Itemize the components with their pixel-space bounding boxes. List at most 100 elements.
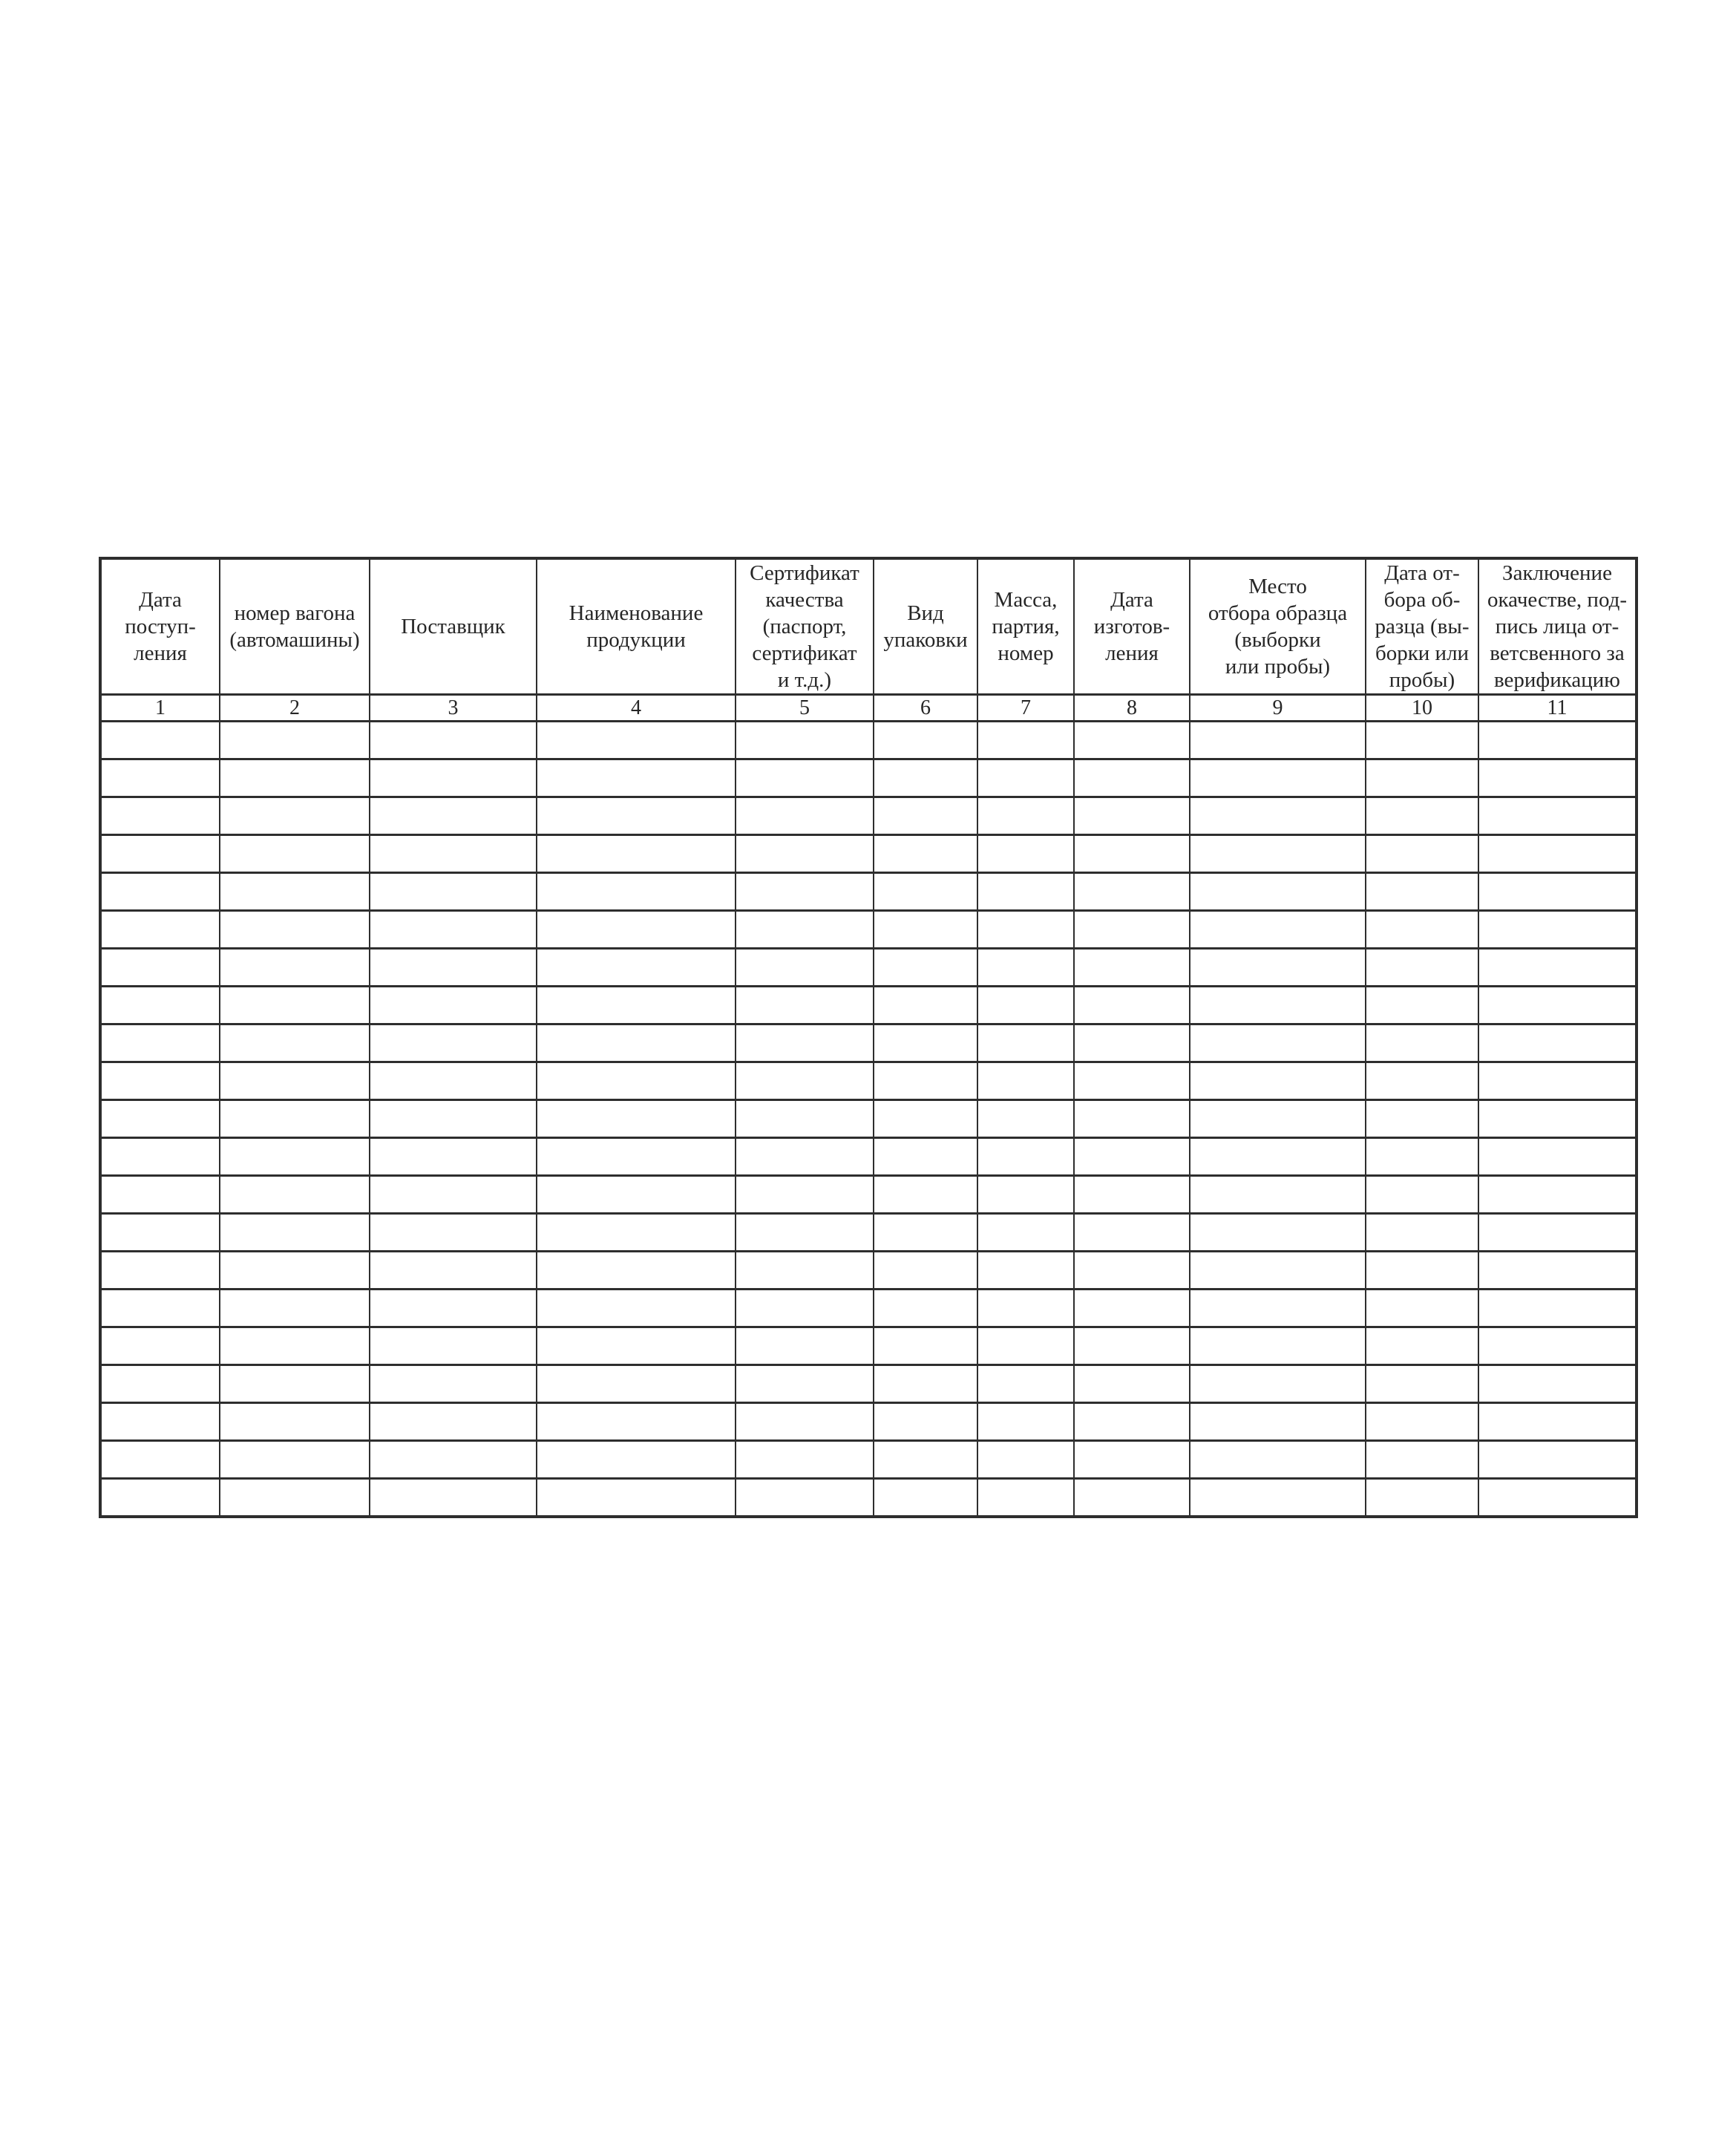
empty-cell-product-name — [536, 758, 736, 798]
empty-cell-wagon-number — [219, 1477, 370, 1517]
column-number-8: 8 — [1073, 693, 1190, 722]
empty-cell-product-name — [536, 834, 736, 874]
empty-cell-manufacture-date — [1073, 1288, 1190, 1328]
empty-cell-quality-conclusion — [1478, 1364, 1637, 1404]
empty-cell-quality-conclusion — [1478, 1137, 1637, 1177]
empty-row — [99, 1364, 1637, 1404]
empty-cell-quality-certificate — [735, 947, 874, 987]
header-supplier: Поставщик — [369, 557, 537, 696]
empty-cell-quality-certificate — [735, 1326, 874, 1366]
empty-cell-sampling-place — [1189, 1099, 1366, 1139]
empty-cell-product-name — [536, 1250, 736, 1290]
empty-cell-product-name — [536, 985, 736, 1025]
empty-cell-sampling-date — [1365, 1364, 1479, 1404]
empty-cell-packaging-type — [873, 1402, 978, 1442]
empty-cell-product-name — [536, 1023, 736, 1063]
empty-row — [99, 834, 1637, 874]
empty-cell-sampling-place — [1189, 947, 1366, 987]
empty-cell-packaging-type — [873, 1023, 978, 1063]
empty-cell-quality-certificate — [735, 985, 874, 1025]
empty-cell-receipt-date — [99, 1477, 220, 1517]
empty-cell-sampling-place — [1189, 1212, 1366, 1252]
empty-cell-manufacture-date — [1073, 872, 1190, 912]
empty-row — [99, 1250, 1637, 1290]
empty-cell-supplier — [369, 1023, 537, 1063]
empty-cell-sampling-place — [1189, 834, 1366, 874]
empty-cell-receipt-date — [99, 1364, 220, 1404]
empty-cell-quality-conclusion — [1478, 758, 1637, 798]
empty-cell-sampling-place — [1189, 1326, 1366, 1366]
empty-cell-product-name — [536, 1174, 736, 1215]
empty-cell-sampling-place — [1189, 796, 1366, 836]
empty-cell-supplier — [369, 1477, 537, 1517]
empty-cell-sampling-place — [1189, 1288, 1366, 1328]
empty-cell-packaging-type — [873, 1364, 978, 1404]
empty-cell-manufacture-date — [1073, 758, 1190, 798]
empty-cell-manufacture-date — [1073, 1439, 1190, 1480]
empty-cell-sampling-date — [1365, 796, 1479, 836]
empty-cell-quality-conclusion — [1478, 834, 1637, 874]
empty-cell-manufacture-date — [1073, 1402, 1190, 1442]
column-number-3: 3 — [369, 693, 537, 722]
empty-cell-mass-batch-number — [977, 1174, 1075, 1215]
empty-cell-sampling-date — [1365, 834, 1479, 874]
empty-cell-sampling-date — [1365, 1099, 1479, 1139]
empty-cell-manufacture-date — [1073, 1250, 1190, 1290]
empty-cell-packaging-type — [873, 1212, 978, 1252]
empty-cell-sampling-date — [1365, 1402, 1479, 1442]
empty-cell-supplier — [369, 1137, 537, 1177]
empty-cell-receipt-date — [99, 909, 220, 950]
empty-cell-receipt-date — [99, 1174, 220, 1215]
empty-cell-quality-certificate — [735, 909, 874, 950]
empty-cell-supplier — [369, 1212, 537, 1252]
empty-cell-manufacture-date — [1073, 834, 1190, 874]
empty-cell-mass-batch-number — [977, 1439, 1075, 1480]
empty-cell-receipt-date — [99, 758, 220, 798]
empty-cell-receipt-date — [99, 1099, 220, 1139]
empty-cell-supplier — [369, 1439, 537, 1480]
empty-cell-packaging-type — [873, 834, 978, 874]
empty-row — [99, 1439, 1637, 1480]
empty-row — [99, 1099, 1637, 1139]
empty-cell-quality-certificate — [735, 834, 874, 874]
empty-cell-quality-conclusion — [1478, 1439, 1637, 1480]
empty-cell-quality-certificate — [735, 1288, 874, 1328]
empty-cell-sampling-place — [1189, 1364, 1366, 1404]
empty-cell-quality-certificate — [735, 1061, 874, 1101]
empty-cell-sampling-date — [1365, 758, 1479, 798]
empty-cell-mass-batch-number — [977, 1061, 1075, 1101]
empty-cell-supplier — [369, 1364, 537, 1404]
empty-cell-sampling-place — [1189, 1061, 1366, 1101]
empty-cell-sampling-place — [1189, 909, 1366, 950]
empty-cell-quality-conclusion — [1478, 1099, 1637, 1139]
empty-cell-quality-certificate — [735, 872, 874, 912]
empty-cell-quality-conclusion — [1478, 1250, 1637, 1290]
empty-cell-wagon-number — [219, 758, 370, 798]
empty-cell-wagon-number — [219, 1402, 370, 1442]
empty-cell-quality-certificate — [735, 1477, 874, 1517]
empty-row — [99, 1023, 1637, 1063]
empty-cell-sampling-date — [1365, 1023, 1479, 1063]
empty-cell-receipt-date — [99, 1439, 220, 1480]
empty-cell-manufacture-date — [1073, 1477, 1190, 1517]
empty-cell-wagon-number — [219, 1099, 370, 1139]
empty-cell-mass-batch-number — [977, 834, 1075, 874]
empty-cell-mass-batch-number — [977, 1477, 1075, 1517]
empty-cell-wagon-number — [219, 1061, 370, 1101]
empty-cell-supplier — [369, 872, 537, 912]
empty-cell-quality-conclusion — [1478, 1061, 1637, 1101]
column-number-6: 6 — [873, 693, 978, 722]
empty-cell-quality-conclusion — [1478, 1477, 1637, 1517]
empty-cell-sampling-date — [1365, 872, 1479, 912]
empty-cell-quality-conclusion — [1478, 1402, 1637, 1442]
header-mass-batch-number: Масса, партия, номер — [977, 557, 1075, 696]
empty-cell-supplier — [369, 1250, 537, 1290]
empty-cell-supplier — [369, 796, 537, 836]
empty-cell-mass-batch-number — [977, 909, 1075, 950]
empty-cell-sampling-place — [1189, 1477, 1366, 1517]
empty-cell-sampling-place — [1189, 1439, 1366, 1480]
empty-cell-mass-batch-number — [977, 872, 1075, 912]
empty-cell-mass-batch-number — [977, 1250, 1075, 1290]
empty-cell-wagon-number — [219, 1326, 370, 1366]
empty-cell-quality-certificate — [735, 1099, 874, 1139]
